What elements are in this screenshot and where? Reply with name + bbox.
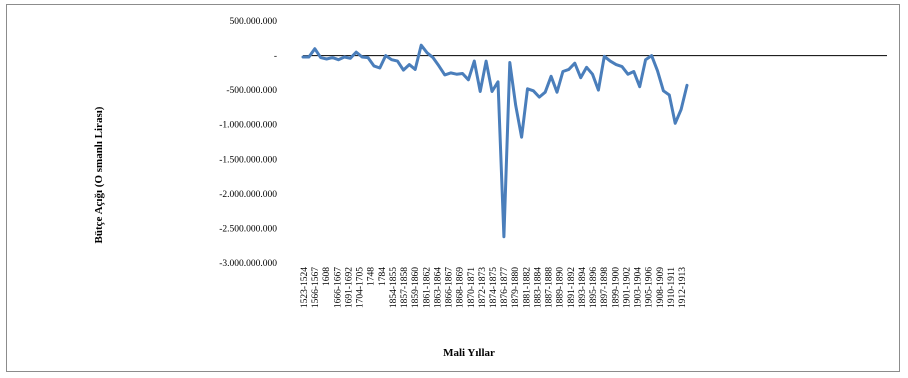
y-tick-label: -1.000.000.000: [219, 121, 277, 131]
series-line: [303, 45, 687, 237]
x-tick-label: 1899-1900: [611, 267, 621, 308]
line-chart: 500.000.000 - -500.000.000 -1.000.000.000 -1…: [7, 5, 901, 373]
y-tick-label: 500.000.000: [230, 17, 278, 27]
x-tick-label: 1897-1898: [600, 267, 610, 308]
x-tick-label: 1910-1911: [667, 267, 677, 308]
chart-frame: 500.000.000 - -500.000.000 -1.000.000.000 -1…: [6, 4, 900, 372]
x-tick-label: 1874-1875: [489, 267, 499, 308]
x-tick-label: 1912-1913: [678, 267, 688, 308]
y-tick-label: -: [274, 52, 277, 62]
y-tick-label: -3.000.000.000: [219, 259, 277, 269]
x-tick-label: 1891-1892: [567, 267, 577, 308]
x-tick-label: 1863-1864: [433, 267, 443, 308]
x-axis-label: Mali Yıllar: [443, 347, 495, 359]
x-tick-label: 1893-1894: [578, 267, 588, 308]
x-tick-label: 1895-1896: [589, 267, 599, 308]
x-tick-label: 1854-1855: [389, 267, 399, 308]
y-tick-label: -1.500.000.000: [219, 155, 277, 165]
x-tick-label: 1861-1862: [422, 267, 432, 308]
x-tick-label: 1704-1705: [356, 267, 366, 308]
x-tick-label: 1666-1667: [333, 267, 343, 308]
x-tick-label: 1908-1909: [656, 267, 666, 308]
x-tick-label: 1901-1902: [622, 267, 632, 308]
x-tick-label: 1868-1869: [456, 267, 466, 308]
x-tick-label: 1859-1860: [411, 267, 421, 308]
x-tick-label: 1872-1873: [478, 267, 488, 308]
y-tick-label: -2.000.000.000: [219, 190, 277, 200]
x-tick-label: 1523-1524: [300, 267, 310, 308]
x-tick-label: 1879-1880: [511, 267, 521, 308]
x-tick-label: 1866-1867: [445, 267, 455, 308]
x-tick-label: 1881-1882: [522, 267, 532, 308]
x-tick-label: 1903-1904: [634, 267, 644, 308]
x-tick-label: 1748: [367, 267, 377, 286]
y-axis-label: Bütçe Açığı (O smanlı Lirası): [93, 106, 105, 243]
y-axis-ticks: 500.000.000 - -500.000.000 -1.000.000.000 -1…: [219, 17, 277, 269]
y-tick-label: -500.000.000: [226, 86, 277, 96]
x-tick-label: 1887-1888: [545, 267, 555, 308]
x-tick-label: 1876-1877: [500, 267, 510, 308]
y-tick-label: -2.500.000.000: [219, 224, 277, 234]
x-tick-label: 1784: [378, 267, 388, 286]
x-tick-label: 1608: [322, 267, 332, 286]
x-tick-label: 1857-1858: [400, 267, 410, 308]
x-tick-label: 1889-1890: [556, 267, 566, 308]
x-tick-label: 1905-1906: [645, 267, 655, 308]
x-tick-label: 1870-1871: [467, 267, 477, 308]
x-axis-ticks: 1523-1524 1566-1567 1608 1666-1667 1691-1692…: [300, 267, 688, 308]
x-tick-label: 1883-1884: [534, 267, 544, 308]
x-tick-label: 1691-1692: [345, 267, 355, 308]
x-tick-label: 1566-1567: [311, 267, 321, 308]
